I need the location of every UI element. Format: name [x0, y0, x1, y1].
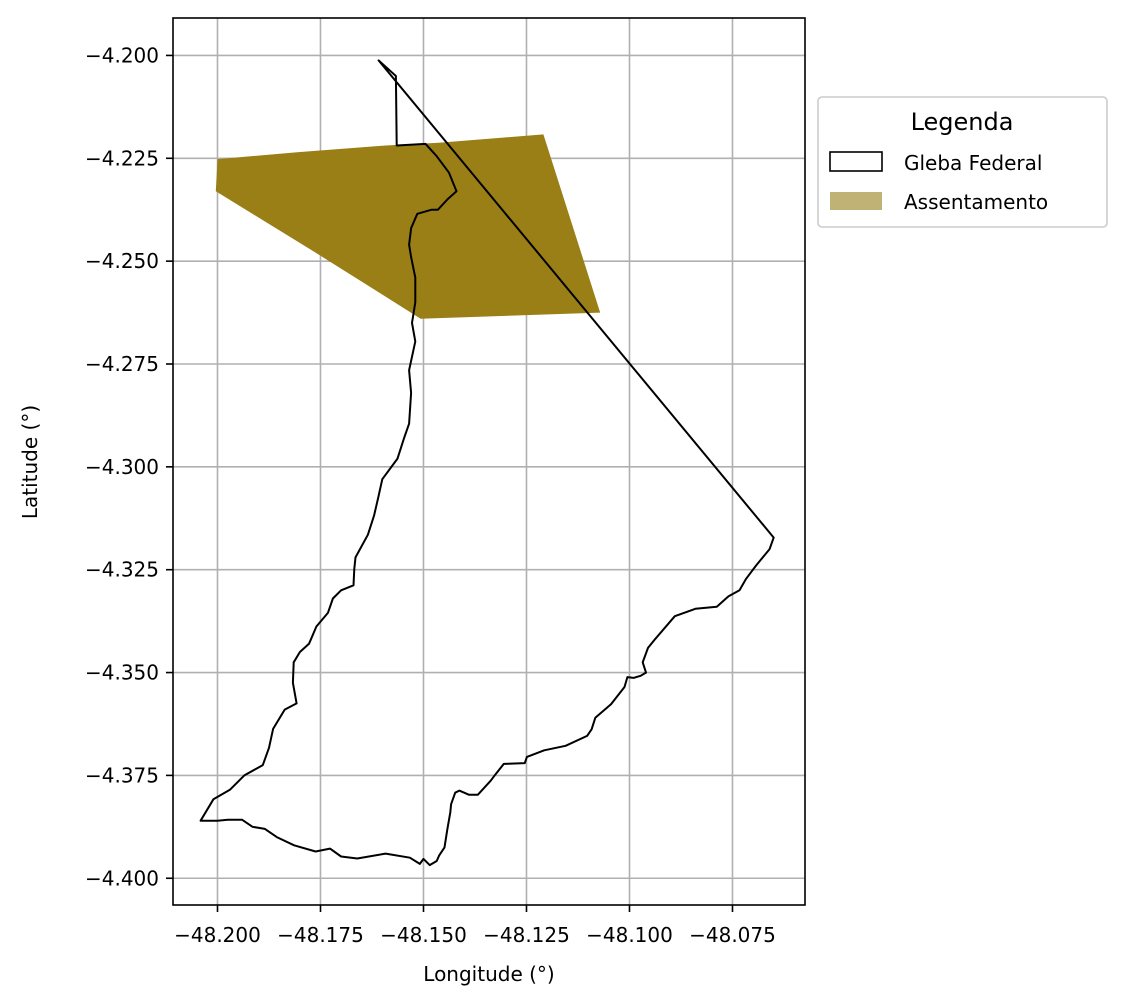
y-axis-label: Latitude (°) [18, 405, 42, 519]
legend: Legenda Gleba Federal Assentamento [817, 96, 1108, 228]
y-tick-label-4: −4.300 [85, 455, 159, 479]
y-tick-label-6: −4.350 [85, 661, 159, 685]
legend-title: Legenda [911, 108, 1014, 136]
legend-box [817, 96, 1108, 228]
x-tick-label-5: −48.075 [689, 923, 776, 947]
x-tick-label-1: −48.175 [277, 923, 364, 947]
x-tick-label-0: −48.200 [174, 923, 261, 947]
legend-label-assentamento: Assentamento [904, 190, 1048, 214]
y-tick-label-2: −4.250 [85, 249, 159, 273]
y-axis-ticks: −4.200 −4.225 −4.250 −4.275 −4.300 −4.325 −4.3… [85, 43, 173, 890]
legend-label-gleba-federal: Gleba Federal [904, 151, 1042, 175]
x-axis-label: Longitude (°) [423, 962, 554, 986]
legend-swatch-assentamento [830, 192, 882, 210]
x-axis-ticks: −48.200 −48.175 −48.150 −48.125 −48.100 −48.0… [174, 905, 776, 947]
gleba-federal-outline [199, 59, 775, 867]
y-tick-label-3: −4.275 [85, 352, 159, 376]
y-tick-label-5: −4.325 [85, 558, 159, 582]
x-tick-label-4: −48.100 [586, 923, 673, 947]
map-layers [199, 59, 775, 867]
x-tick-label-3: −48.125 [483, 923, 570, 947]
legend-swatch-gleba-federal [829, 151, 883, 172]
x-tick-label-2: −48.150 [380, 923, 467, 947]
y-tick-label-0: −4.200 [85, 43, 159, 67]
y-tick-label-1: −4.225 [85, 146, 159, 170]
plot-frame [172, 17, 806, 906]
assentamento-polygon [215, 134, 601, 319]
y-tick-label-7: −4.375 [85, 763, 159, 787]
y-tick-label-8: −4.400 [85, 866, 159, 890]
